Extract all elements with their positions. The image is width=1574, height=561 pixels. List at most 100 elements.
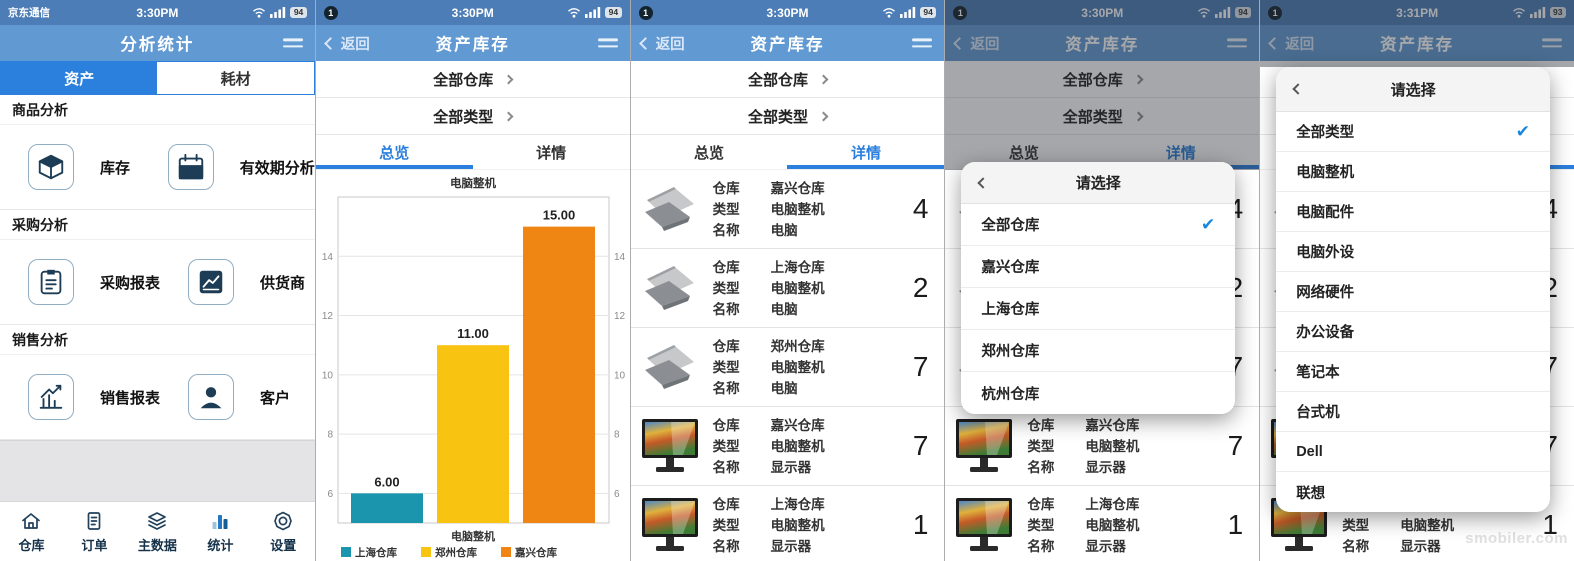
tab-detail[interactable]: 详情	[1165, 144, 1196, 162]
row-fields: 仓库 上海仓库 类型 电脑整机 名称 显示器	[1027, 494, 1139, 557]
menu-item-label: 采购报表	[100, 274, 161, 292]
tab-detail[interactable]: 详情	[850, 144, 881, 162]
nav-item-warehouse[interactable]: 仓库	[0, 502, 63, 561]
picker-option[interactable]: 全部类型	[1276, 112, 1550, 152]
picker-option[interactable]: 办公设备	[1276, 312, 1550, 352]
picker-option[interactable]: 嘉兴仓库	[961, 246, 1236, 288]
watermark: smobiler.com	[1465, 530, 1568, 547]
picker-option-label: Dell	[1296, 443, 1323, 460]
nav-item-label: 统计	[207, 537, 234, 553]
menu-item-label: 库存	[100, 159, 131, 177]
nav-bar: 分析统计	[0, 25, 315, 61]
back-button[interactable]: 返回	[638, 33, 685, 54]
filter-label: 全部仓库	[747, 71, 808, 89]
empty-filler	[0, 440, 315, 501]
status-time: 3:30PM	[1081, 5, 1124, 20]
picker-option[interactable]: 电脑整机	[1276, 152, 1550, 192]
menu-item-customers[interactable]: 客户	[160, 355, 315, 439]
calendar-icon	[167, 144, 214, 190]
nav-bar: 返回 资产库存	[630, 25, 945, 61]
screen-analysis-stats: 京东通信 3:30PM 94 分析统计 资产 耗材 商品分析 库存	[0, 0, 315, 561]
nav-item-master-data[interactable]: 主数据	[126, 502, 189, 561]
tab-consumables[interactable]: 耗材	[157, 62, 314, 94]
svg-text:10: 10	[614, 370, 626, 381]
back-button[interactable]: 返回	[323, 33, 370, 54]
menu-icon[interactable]	[282, 34, 303, 51]
warehouse-label: 仓库	[712, 259, 740, 275]
svg-text:嘉兴仓库: 嘉兴仓库	[514, 546, 557, 559]
picker-option[interactable]: 上海仓库	[961, 288, 1236, 330]
picker-option[interactable]: 联想	[1276, 472, 1550, 512]
type-value: 电脑整机	[770, 201, 825, 217]
status-icons: 93	[1512, 6, 1566, 19]
warehouse-label: 仓库	[712, 338, 740, 354]
product-thumbnail	[639, 417, 701, 475]
warehouse-filter[interactable]: 全部仓库	[630, 61, 945, 98]
nav-item-settings[interactable]: 设置	[252, 502, 315, 561]
picker-option[interactable]: 台式机	[1276, 392, 1550, 432]
inventory-row[interactable]: 仓库 嘉兴仓库 类型 电脑整机 名称 显示器 7	[630, 407, 945, 486]
name-label: 名称	[1027, 538, 1055, 554]
inventory-row[interactable]: 仓库 上海仓库 类型 电脑整机 名称 显示器 1	[630, 486, 945, 561]
inventory-row[interactable]: 仓库 嘉兴仓库 类型 电脑整机 名称 显示器 7	[945, 407, 1260, 486]
type-filter[interactable]: 全部类型	[945, 98, 1260, 135]
section-header-sales-analysis: 销售分析	[0, 325, 315, 355]
picker-option[interactable]: 全部仓库	[961, 204, 1236, 246]
nav-item-label: 设置	[270, 537, 297, 553]
picker-option[interactable]: 杭州仓库	[961, 372, 1236, 414]
menu-icon[interactable]	[912, 34, 933, 51]
picker-option[interactable]: 电脑外设	[1276, 232, 1550, 272]
tab-overview[interactable]: 总览	[1008, 144, 1039, 162]
menu-item-suppliers[interactable]: 供货商	[160, 240, 315, 324]
battery-indicator: 94	[290, 6, 307, 19]
page-title: 资产库存	[1065, 36, 1140, 54]
grid-row: 采购报表 供货商	[0, 240, 315, 325]
overview-detail-tabs: 总览 详情	[630, 135, 945, 170]
picker-back-icon[interactable]	[977, 176, 990, 189]
svg-text:10: 10	[322, 370, 334, 381]
menu-item-inventory[interactable]: 库存	[0, 125, 140, 209]
picker-option[interactable]: 网络硬件	[1276, 272, 1550, 312]
warehouse-label: 仓库	[712, 496, 740, 512]
tab-assets[interactable]: 资产	[1, 62, 158, 94]
back-button[interactable]: 返回	[1268, 33, 1314, 54]
picker-option-label: 联想	[1296, 485, 1326, 502]
tab-overview[interactable]: 总览	[694, 144, 725, 162]
quantity-value: 4	[912, 193, 929, 224]
name-value: 电脑	[770, 301, 798, 317]
picker-title: 请选择	[1390, 81, 1436, 99]
picker-back-icon[interactable]	[1292, 83, 1304, 95]
picker-option[interactable]: 电脑配件	[1276, 192, 1550, 232]
picker-option[interactable]: 郑州仓库	[961, 330, 1236, 372]
menu-item-purchase-report[interactable]: 采购报表	[0, 240, 160, 324]
wifi-icon	[882, 8, 895, 18]
nav-item-statistics[interactable]: 统计	[189, 502, 252, 561]
menu-icon[interactable]	[1541, 34, 1562, 51]
picker-option[interactable]: 笔记本	[1276, 352, 1550, 392]
inventory-row[interactable]: 仓库 上海仓库 类型 电脑整机 名称 电脑 2	[630, 249, 945, 328]
menu-icon[interactable]	[597, 34, 618, 51]
picker-option-label: 上海仓库	[981, 302, 1040, 318]
back-button[interactable]: 返回	[953, 33, 999, 54]
tab-overview[interactable]: 总览	[379, 144, 410, 162]
tab-detail[interactable]: 详情	[536, 144, 567, 162]
menu-item-sales-report[interactable]: 销售报表	[0, 355, 160, 439]
inventory-row[interactable]: 仓库 上海仓库 类型 电脑整机 名称 显示器 1	[945, 486, 1260, 561]
type-filter[interactable]: 全部类型	[315, 98, 630, 135]
warehouse-filter[interactable]: 全部仓库	[945, 61, 1260, 98]
menu-icon[interactable]	[1227, 34, 1248, 51]
menu-item-validity-analysis[interactable]: 有效期分析	[140, 125, 315, 209]
inventory-row[interactable]: 仓库 郑州仓库 类型 电脑整机 名称 电脑 7	[630, 328, 945, 407]
warehouse-filter[interactable]: 全部仓库	[315, 61, 630, 98]
nav-item-orders[interactable]: 订单	[63, 502, 126, 561]
type-filter[interactable]: 全部类型	[630, 98, 945, 135]
filter-label: 全部类型	[747, 108, 808, 126]
warehouse-label: 仓库	[1027, 496, 1055, 512]
picker-option[interactable]: Dell	[1276, 432, 1550, 472]
inventory-row[interactable]: 仓库 嘉兴仓库 类型 电脑整机 名称 电脑 4	[630, 170, 945, 249]
type-value: 电脑整机	[770, 438, 825, 454]
svg-text:电脑整机: 电脑整机	[451, 529, 495, 543]
type-label: 类型	[712, 280, 740, 296]
menu-item-label: 销售报表	[100, 389, 161, 407]
